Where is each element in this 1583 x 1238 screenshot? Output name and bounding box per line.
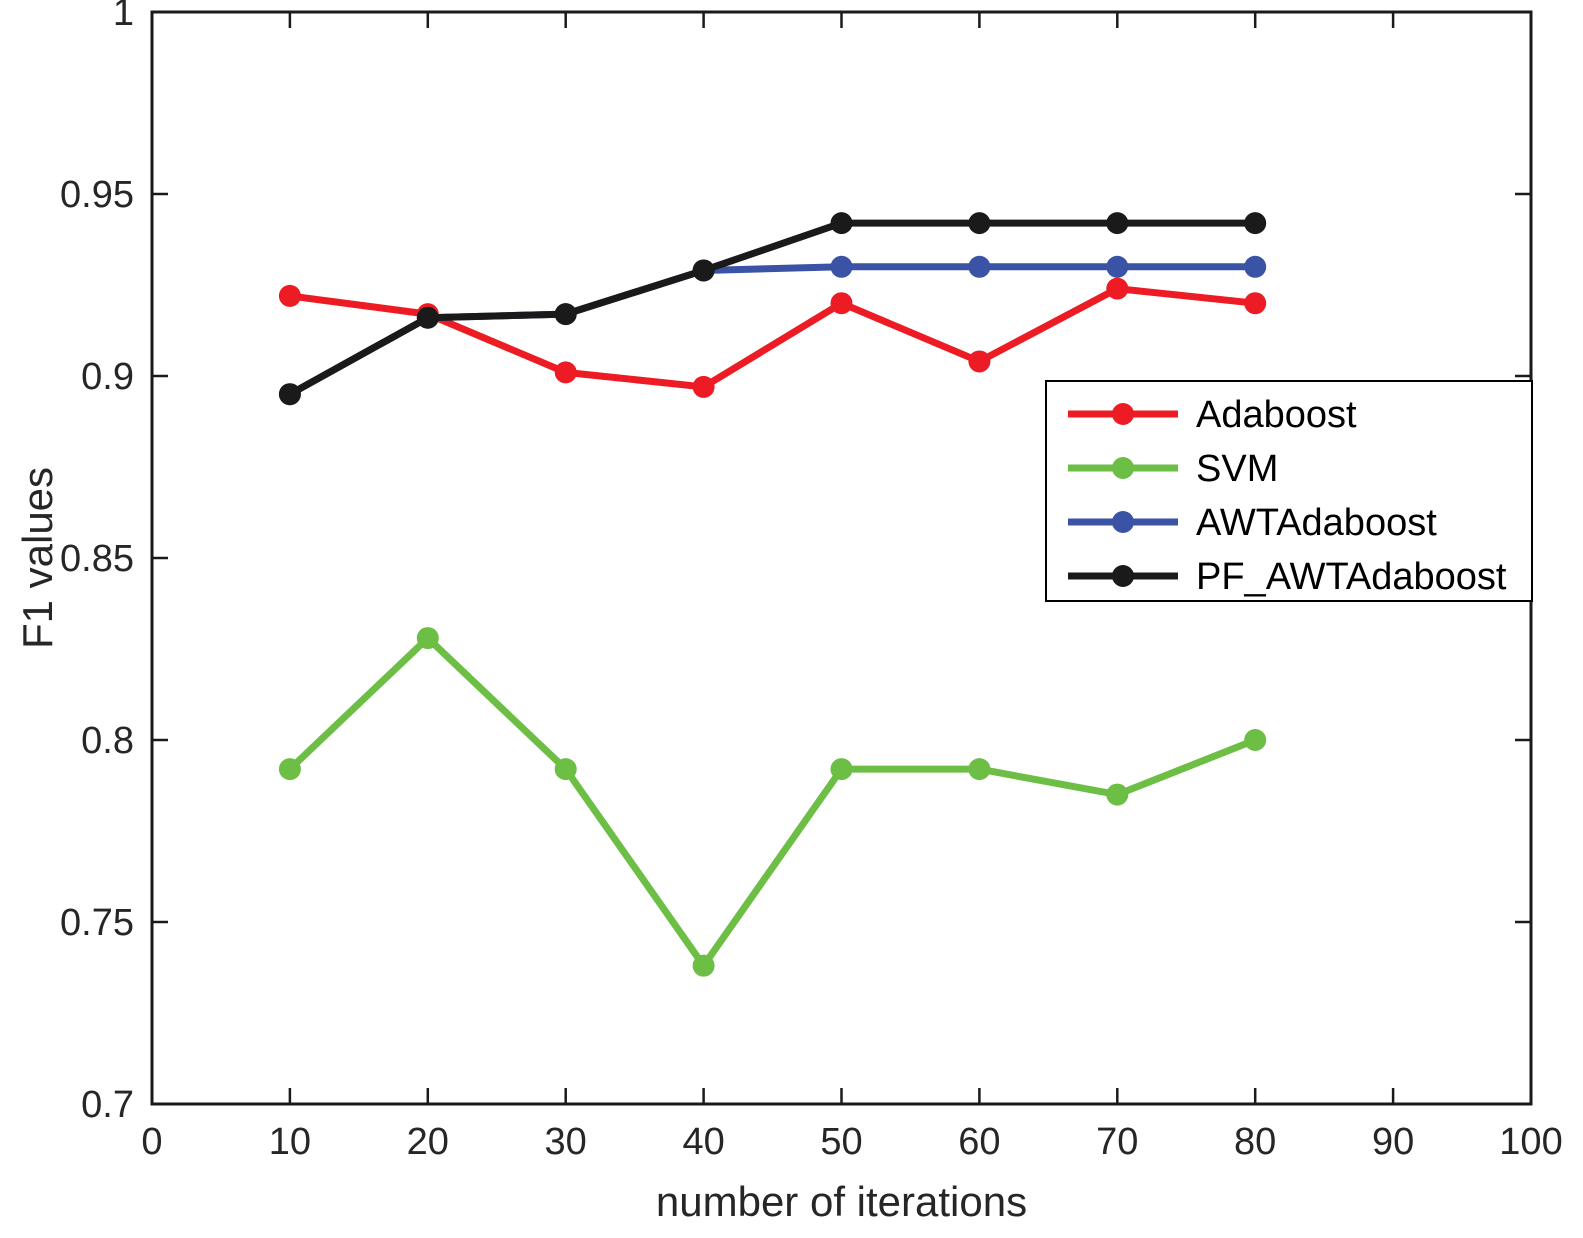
- series-marker-AWTAdaboost: [1106, 255, 1129, 278]
- series-marker-Adaboost: [278, 284, 301, 307]
- y-tick-label: 1: [113, 0, 134, 34]
- series-marker-PF_AWTAdaboost: [1244, 212, 1267, 235]
- legend-marker-sample: [1112, 565, 1134, 587]
- series-marker-Adaboost: [554, 361, 577, 384]
- x-tick-label: 70: [1096, 1121, 1138, 1163]
- series-marker-PF_AWTAdaboost: [1106, 212, 1129, 235]
- series-marker-PF_AWTAdaboost: [278, 383, 301, 406]
- series-marker-PF_AWTAdaboost: [830, 212, 853, 235]
- series-marker-PF_AWTAdaboost: [692, 259, 715, 282]
- series-line-Adaboost: [286, 285, 1259, 391]
- series-marker-AWTAdaboost: [830, 255, 853, 278]
- series-marker-Adaboost: [830, 292, 853, 315]
- series-marker-AWTAdaboost: [1244, 255, 1267, 278]
- x-tick-label: 100: [1499, 1121, 1562, 1163]
- series-marker-SVM: [278, 758, 301, 781]
- series-marker-Adaboost: [1106, 277, 1129, 300]
- series-marker-SVM: [830, 758, 853, 781]
- series-marker-SVM: [416, 627, 439, 650]
- series-marker-PF_AWTAdaboost: [554, 303, 577, 326]
- x-tick-label: 0: [141, 1121, 162, 1163]
- x-tick-label: 20: [407, 1121, 449, 1163]
- series-marker-AWTAdaboost: [968, 255, 991, 278]
- y-tick-label: 0.9: [81, 356, 134, 398]
- x-tick-label: 50: [820, 1121, 862, 1163]
- legend-label: SVM: [1196, 448, 1278, 490]
- series-marker-PF_AWTAdaboost: [968, 212, 991, 235]
- series-line-PF_AWTAdaboost: [286, 219, 1259, 398]
- legend-marker-sample: [1112, 457, 1134, 479]
- y-tick-label: 0.8: [81, 720, 134, 762]
- x-tick-label: 90: [1372, 1121, 1414, 1163]
- series-marker-SVM: [1106, 783, 1129, 806]
- legend-marker-sample: [1112, 403, 1134, 425]
- series-marker-SVM: [1244, 729, 1267, 751]
- x-tick-label: 30: [545, 1121, 587, 1163]
- series-marker-SVM: [968, 758, 991, 781]
- legend-label: AWTAdaboost: [1196, 502, 1437, 544]
- legend-label: PF_AWTAdaboost: [1196, 556, 1507, 598]
- series-marker-SVM: [554, 758, 577, 781]
- x-tick-label: 60: [958, 1121, 1000, 1163]
- y-axis-title: F1 values: [14, 466, 61, 650]
- y-tick-label: 0.7: [81, 1084, 134, 1126]
- series-marker-Adaboost: [968, 350, 991, 373]
- legend-marker-sample: [1112, 511, 1134, 533]
- x-tick-label: 80: [1234, 1121, 1276, 1163]
- legend-label: Adaboost: [1196, 394, 1357, 436]
- x-tick-label: 40: [682, 1121, 724, 1163]
- y-tick-label: 0.95: [60, 174, 134, 216]
- series-marker-SVM: [692, 954, 715, 977]
- series-marker-Adaboost: [692, 375, 715, 398]
- x-tick-label: 10: [269, 1121, 311, 1163]
- x-axis-title: number of iterations: [655, 1178, 1028, 1225]
- series-marker-Adaboost: [1244, 292, 1267, 315]
- series-line-SVM: [286, 634, 1259, 970]
- y-tick-label: 0.75: [60, 902, 134, 944]
- series-marker-PF_AWTAdaboost: [416, 306, 439, 329]
- y-tick-label: 0.85: [60, 538, 134, 580]
